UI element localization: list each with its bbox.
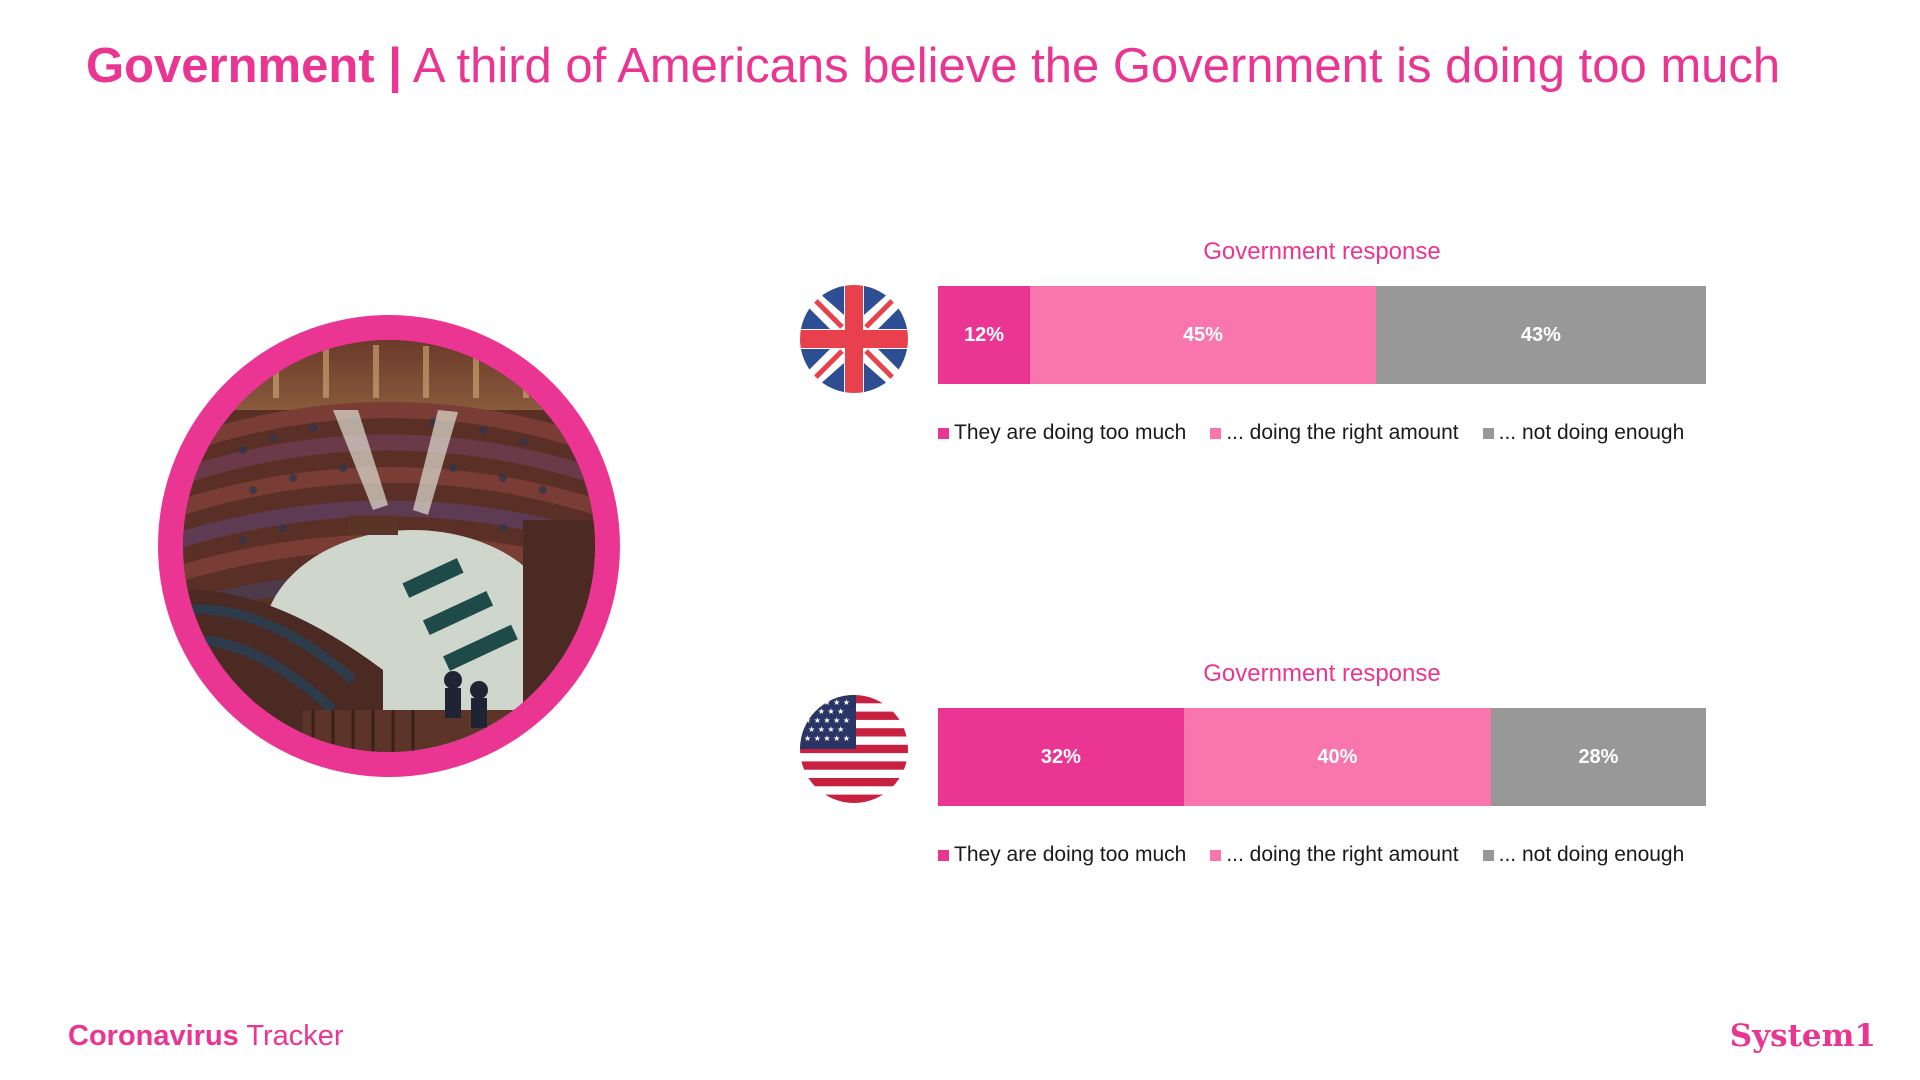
data-label: 32% [1040, 745, 1081, 768]
chart-title: Government response [1203, 238, 1441, 265]
chart-legend: They are doing too much ... doing the ri… [938, 843, 1718, 867]
svg-text:★ ★ ★ ★: ★ ★ ★ ★ [808, 707, 844, 716]
bar-segment-not-enough: 28% [1490, 708, 1706, 806]
legend-label: ... doing the right amount [1226, 843, 1459, 866]
legend-label: They are doing too much [954, 421, 1187, 444]
bar-segment-right-amount: 45% [1030, 286, 1376, 384]
stacked-bar: 12% 45% 43% [938, 286, 1706, 384]
footer-tracker-rest: Tracker [238, 1020, 344, 1052]
legend-label: ... doing the right amount [1226, 421, 1459, 444]
legend-item: ... not doing enough [1482, 843, 1685, 867]
svg-text:★ ★ ★ ★ ★: ★ ★ ★ ★ ★ [804, 698, 850, 707]
legend-label: They are doing too much [954, 843, 1187, 866]
svg-text:★ ★ ★ ★ ★: ★ ★ ★ ★ ★ [804, 734, 850, 743]
legend-swatch [938, 849, 949, 861]
legend-label: ... not doing enough [1498, 421, 1685, 444]
legend-item: ... doing the right amount [1210, 421, 1459, 445]
legend-swatch [1482, 849, 1494, 861]
footer-tracker-label: Coronavirus Tracker [68, 1020, 344, 1053]
chart-legend: They are doing too much ... doing the ri… [938, 421, 1718, 445]
us-flag-icon: ★ ★ ★ ★ ★ ★ ★ ★ ★ ★ ★ ★ ★ ★ ★ ★ ★ ★ ★ ★ … [800, 695, 908, 803]
legend-item: They are doing too much [938, 421, 1186, 445]
data-label: 28% [1578, 745, 1619, 768]
bar-segment-too-much: 32% [938, 708, 1184, 806]
legend-swatch [938, 427, 949, 439]
bar-segment-too-much: 12% [938, 286, 1031, 384]
legend-swatch [1210, 849, 1222, 861]
stacked-bar: 32% 40% 28% [938, 708, 1706, 806]
legend-item: ... not doing enough [1482, 421, 1685, 445]
parliament-photo [158, 315, 620, 777]
legend-label: ... not doing enough [1498, 843, 1685, 866]
data-label: 43% [1520, 323, 1561, 346]
bar-segment-right-amount: 40% [1183, 708, 1491, 806]
data-label: 45% [1182, 323, 1223, 346]
legend-item: ... doing the right amount [1210, 843, 1459, 867]
svg-text:★ ★ ★ ★ ★: ★ ★ ★ ★ ★ [804, 716, 850, 725]
footer-tracker-bold: Coronavirus [68, 1020, 239, 1052]
page-title-headline: A third of Americans believe the Governm… [401, 39, 1781, 93]
legend-swatch [1482, 427, 1494, 439]
chart-title: Government response [1203, 660, 1441, 687]
svg-text:★ ★ ★ ★: ★ ★ ★ ★ [808, 725, 844, 734]
data-label: 40% [1317, 745, 1358, 768]
brand-logo: System1 [1729, 1018, 1876, 1054]
legend-swatch [1210, 427, 1222, 439]
parliament-chamber-image [183, 340, 595, 752]
page-title: Government | A third of Americans believ… [86, 38, 1780, 94]
data-label: 12% [964, 323, 1005, 346]
bar-segment-not-enough: 43% [1375, 286, 1706, 384]
page-title-topic: Government | [86, 39, 402, 93]
uk-flag-icon [800, 285, 908, 393]
legend-item: They are doing too much [938, 843, 1186, 867]
